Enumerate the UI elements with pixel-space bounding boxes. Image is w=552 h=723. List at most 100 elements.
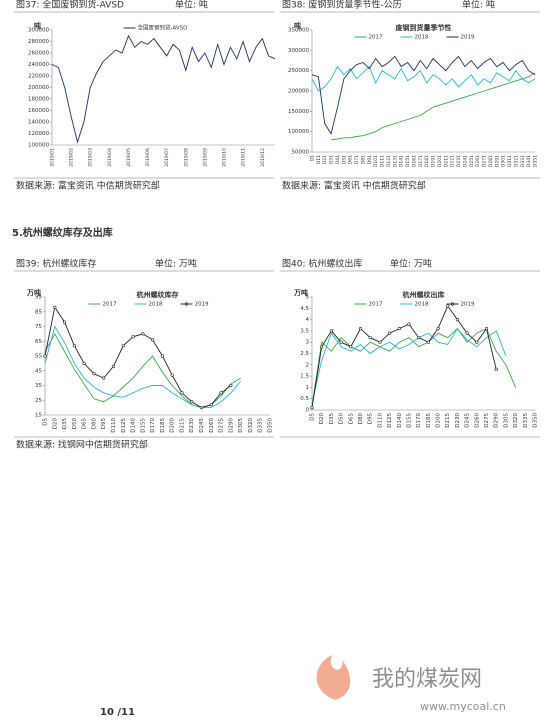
x-tick-label: D35: [62, 418, 68, 430]
x-tick-label: D245: [199, 418, 205, 433]
x-tick-label: D65: [348, 413, 354, 425]
x-tick-label: D211: [443, 155, 449, 167]
series-line: [311, 55, 536, 135]
series-line: [331, 72, 536, 141]
point-marker: [387, 331, 392, 335]
x-tick-label: 2019/09: [202, 148, 208, 167]
figure-caption: 图37: 全国废钢到货-AVSD: [16, 0, 124, 11]
point-marker: [407, 322, 411, 326]
x-tick-label: D131: [392, 155, 398, 167]
y-tick-label: 35: [35, 383, 42, 389]
legend-label: 2019: [195, 302, 209, 308]
point-marker: [229, 383, 233, 388]
point-marker: [151, 338, 155, 342]
y-tick-label: 25: [35, 398, 42, 404]
x-tick-label: D281: [488, 155, 494, 167]
x-tick-label: D50: [72, 418, 78, 430]
x-tick-label: D155: [140, 418, 146, 433]
y-tick-label: 3: [306, 340, 310, 346]
figure-caption: 图40: 杭州螺纹出库: [282, 258, 362, 270]
point-marker: [111, 364, 116, 368]
y-tick-label: 85: [35, 309, 42, 315]
x-tick-label: D101: [373, 155, 379, 167]
x-tick-label: 2019/12: [260, 148, 266, 167]
point-marker: [131, 335, 135, 339]
watermark: 我的煤炭网 www.mycoal.cn: [316, 655, 506, 713]
y-tick-label: 350000: [288, 28, 309, 34]
series-line: [51, 34, 276, 144]
x-tick-label: D5: [43, 417, 49, 425]
watermark-url: www.mycoal.cn: [420, 700, 506, 713]
chart-title: 杭州螺纹库存: [137, 290, 179, 299]
y-tick-label: 140000: [28, 120, 49, 126]
figure-caption: 图38: 废钢到货量季节性-公历: [282, 0, 402, 11]
x-tick-label: D305: [503, 413, 509, 428]
x-tick-label: 2019/03: [88, 148, 94, 167]
point-marker: [180, 391, 184, 395]
point-marker: [397, 327, 401, 331]
x-tick-label: D125: [121, 418, 127, 433]
x-tick-label: D140: [397, 413, 403, 428]
point-marker: [465, 331, 469, 335]
point-marker: [310, 406, 314, 410]
series-line: [44, 306, 232, 409]
point-marker: [209, 403, 213, 407]
source-note: 数据来源: 富宝资讯 中信期货研究部: [16, 180, 160, 192]
y-tick-label: 0: [306, 408, 310, 414]
figure-unit: 单位: 吨: [462, 0, 495, 11]
point-marker: [494, 367, 498, 371]
x-tick-label: 2019/02: [69, 148, 75, 167]
point-marker: [199, 406, 204, 410]
series-line: [311, 305, 497, 408]
point-marker: [349, 345, 353, 349]
y-tick-label: 240000: [28, 62, 49, 68]
legend-label: 2018: [415, 35, 429, 41]
x-tick-label: D320: [513, 413, 519, 428]
x-tick-label: D215: [179, 418, 185, 433]
y-axis-label: 吨: [34, 21, 41, 30]
x-tick-label: D350: [533, 413, 539, 428]
chart-title: 废钢到货量季节性: [396, 23, 452, 32]
x-tick-label: D141: [399, 155, 405, 167]
x-tick-label: D65: [82, 418, 88, 430]
point-marker: [417, 336, 421, 340]
x-tick-label: D111: [380, 155, 386, 167]
x-tick-label: D335: [523, 413, 529, 428]
x-tick-label: D140: [131, 418, 137, 433]
figure-unit: 单位: 万吨: [155, 258, 197, 270]
point-marker: [62, 320, 67, 324]
legend-label: 2019: [461, 35, 475, 41]
point-marker: [141, 332, 145, 336]
x-tick-label: D251: [469, 155, 475, 167]
y-tick-label: 2: [306, 362, 310, 368]
y-tick-label: 250000: [288, 68, 309, 74]
legend-label: 2018: [149, 302, 163, 308]
x-tick-label: 2019/10: [222, 148, 228, 167]
point-marker: [446, 304, 450, 308]
y-tick-label: 3.5: [300, 328, 309, 334]
y-tick-label: 100000: [28, 143, 49, 149]
y-tick-label: 200000: [288, 89, 309, 95]
x-tick-label: D151: [405, 155, 411, 167]
series-line: [311, 65, 536, 92]
point-marker: [339, 340, 343, 344]
point-marker: [53, 305, 57, 309]
x-tick-label: D260: [209, 418, 215, 433]
y-tick-label: 160000: [28, 108, 49, 114]
x-tick-label: D200: [436, 413, 442, 428]
legend-label: 2017: [369, 35, 383, 41]
figure-unit: 单位: 万吨: [390, 258, 432, 270]
x-tick-label: 2019/08: [183, 148, 189, 167]
x-tick-label: D320: [248, 418, 254, 433]
y-axis-label: 吨: [294, 21, 301, 30]
x-tick-label: D95: [368, 413, 374, 425]
x-tick-label: D350: [268, 418, 274, 433]
point-marker: [484, 327, 489, 331]
legend-label: 2018: [415, 302, 429, 308]
point-marker: [378, 340, 382, 344]
x-tick-label: D41: [335, 155, 341, 164]
point-marker: [329, 329, 333, 333]
y-tick-label: 75: [35, 324, 42, 330]
